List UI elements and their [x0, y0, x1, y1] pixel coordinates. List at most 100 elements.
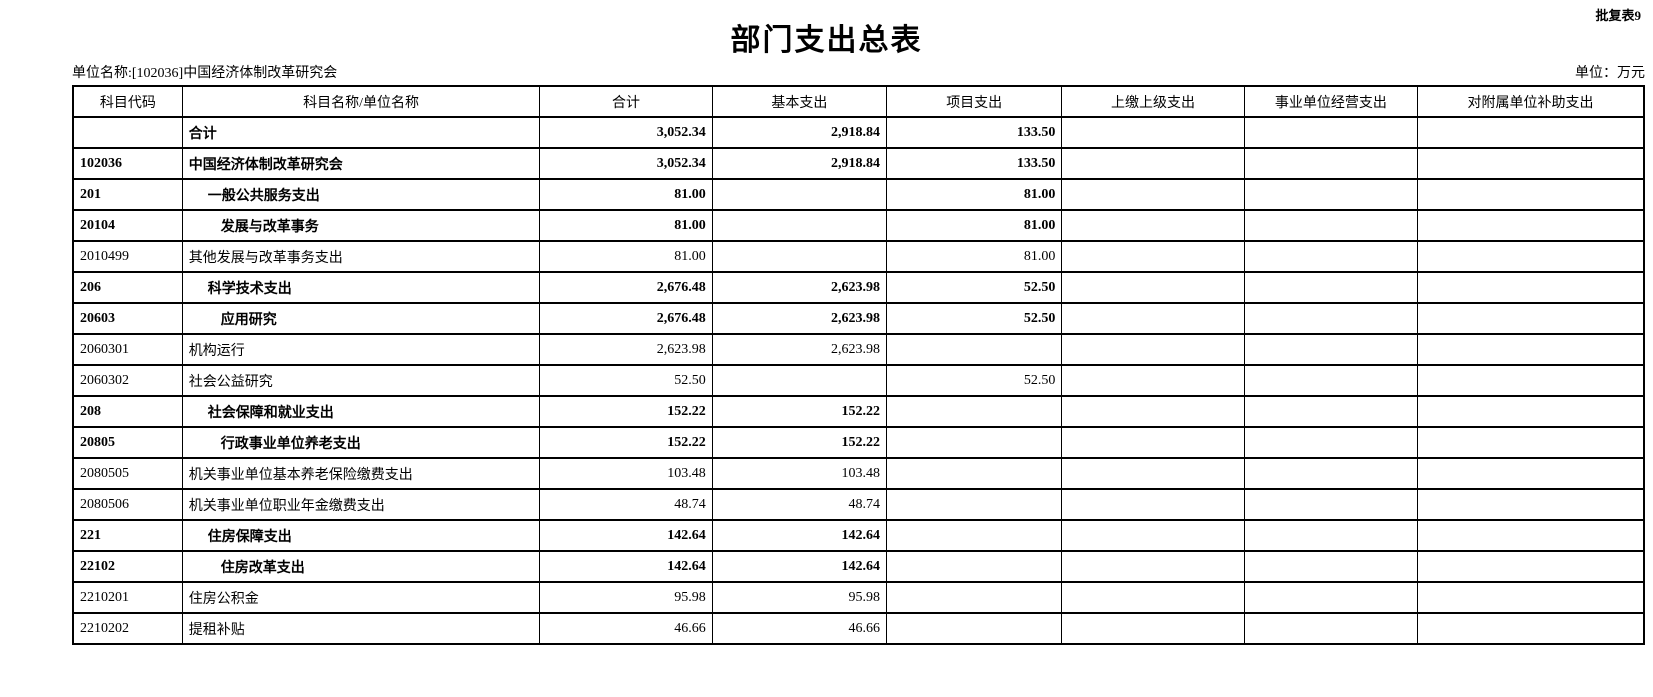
- total-cell: 2,676.48: [539, 271, 713, 304]
- project-expenditure-cell: [886, 333, 1063, 366]
- subject-code-cell: 2060301: [72, 333, 183, 366]
- table-row: 20104 发展与改革事务 81.00 81.00: [72, 209, 1645, 242]
- form-number-label: 批复表9: [1595, 8, 1641, 23]
- total-cell: 152.22: [539, 426, 713, 459]
- upper-level-expenditure-cell: [1061, 581, 1245, 614]
- table-row: 合计 3,052.34 2,918.84 133.50: [72, 116, 1645, 149]
- project-expenditure-cell: 133.50: [886, 116, 1063, 149]
- column-header-project-expenditure: 项目支出: [886, 85, 1063, 118]
- upper-level-expenditure-cell: [1061, 116, 1245, 149]
- subject-name-cell: 发展与改革事务: [181, 209, 541, 242]
- subsidy-expenditure-cell: [1417, 364, 1645, 397]
- operating-expenditure-cell: [1243, 519, 1419, 552]
- table-row: 22102 住房改革支出 142.64 142.64: [72, 550, 1645, 583]
- upper-level-expenditure-cell: [1061, 147, 1245, 180]
- basic-expenditure-cell: 2,623.98: [711, 271, 888, 304]
- subsidy-expenditure-cell: [1417, 612, 1645, 645]
- upper-level-expenditure-cell: [1061, 395, 1245, 428]
- upper-level-expenditure-cell: [1061, 240, 1245, 273]
- project-expenditure-cell: 52.50: [886, 364, 1063, 397]
- subject-code-cell: 2210202: [72, 612, 183, 645]
- upper-level-expenditure-cell: [1061, 271, 1245, 304]
- column-header-subject-code: 科目代码: [72, 85, 183, 118]
- table-row: 2210202 提租补贴 46.66 46.66: [72, 612, 1645, 645]
- project-expenditure-cell: [886, 395, 1063, 428]
- total-cell: 142.64: [539, 550, 713, 583]
- basic-expenditure-cell: [711, 240, 888, 273]
- table-row: 201 一般公共服务支出 81.00 81.00: [72, 178, 1645, 211]
- operating-expenditure-cell: [1243, 116, 1419, 149]
- basic-expenditure-cell: 103.48: [711, 457, 888, 490]
- upper-level-expenditure-cell: [1061, 178, 1245, 211]
- subject-name-cell: 社会保障和就业支出: [181, 395, 541, 428]
- subject-code-cell: [72, 116, 183, 149]
- subsidy-expenditure-cell: [1417, 271, 1645, 304]
- operating-expenditure-cell: [1243, 364, 1419, 397]
- total-cell: 3,052.34: [539, 147, 713, 180]
- basic-expenditure-cell: 2,918.84: [711, 147, 888, 180]
- operating-expenditure-cell: [1243, 333, 1419, 366]
- upper-level-expenditure-cell: [1061, 333, 1245, 366]
- total-cell: 81.00: [539, 240, 713, 273]
- subject-name-cell: 机构运行: [181, 333, 541, 366]
- subsidy-expenditure-cell: [1417, 240, 1645, 273]
- basic-expenditure-cell: [711, 178, 888, 211]
- subject-name-cell: 应用研究: [181, 302, 541, 335]
- table-row: 208 社会保障和就业支出 152.22 152.22: [72, 395, 1645, 428]
- upper-level-expenditure-cell: [1061, 426, 1245, 459]
- subsidy-expenditure-cell: [1417, 519, 1645, 552]
- basic-expenditure-cell: 142.64: [711, 519, 888, 552]
- upper-level-expenditure-cell: [1061, 488, 1245, 521]
- basic-expenditure-cell: 142.64: [711, 550, 888, 583]
- table-row: 2080506 机关事业单位职业年金缴费支出 48.74 48.74: [72, 488, 1645, 521]
- operating-expenditure-cell: [1243, 550, 1419, 583]
- subject-code-cell: 2080505: [72, 457, 183, 490]
- upper-level-expenditure-cell: [1061, 457, 1245, 490]
- basic-expenditure-cell: 2,918.84: [711, 116, 888, 149]
- project-expenditure-cell: 52.50: [886, 271, 1063, 304]
- subject-code-cell: 206: [72, 271, 183, 304]
- project-expenditure-cell: [886, 612, 1063, 645]
- subject-name-cell: 科学技术支出: [181, 271, 541, 304]
- table-row: 102036 中国经济体制改革研究会 3,052.34 2,918.84 133.50: [72, 147, 1645, 180]
- subsidy-expenditure-cell: [1417, 209, 1645, 242]
- total-cell: 48.74: [539, 488, 713, 521]
- basic-expenditure-cell: 95.98: [711, 581, 888, 614]
- subject-code-cell: 208: [72, 395, 183, 428]
- total-cell: 81.00: [539, 209, 713, 242]
- basic-expenditure-cell: 2,623.98: [711, 333, 888, 366]
- project-expenditure-cell: 133.50: [886, 147, 1063, 180]
- operating-expenditure-cell: [1243, 178, 1419, 211]
- upper-level-expenditure-cell: [1061, 612, 1245, 645]
- project-expenditure-cell: [886, 457, 1063, 490]
- operating-expenditure-cell: [1243, 488, 1419, 521]
- unit-name-label: 单位名称:[102036]中国经济体制改革研究会: [72, 66, 338, 81]
- subsidy-expenditure-cell: [1417, 550, 1645, 583]
- project-expenditure-cell: [886, 550, 1063, 583]
- subject-name-cell: 住房保障支出: [181, 519, 541, 552]
- operating-expenditure-cell: [1243, 612, 1419, 645]
- basic-expenditure-cell: 2,623.98: [711, 302, 888, 335]
- project-expenditure-cell: [886, 581, 1063, 614]
- operating-expenditure-cell: [1243, 426, 1419, 459]
- subject-code-cell: 221: [72, 519, 183, 552]
- project-expenditure-cell: 81.00: [886, 209, 1063, 242]
- subject-code-cell: 2060302: [72, 364, 183, 397]
- subject-name-cell: 机关事业单位基本养老保险缴费支出: [181, 457, 541, 490]
- expenditure-table: 科目代码 科目名称/单位名称 合计 基本支出 项目支出 上缴上级支出 事业单位经…: [72, 85, 1645, 645]
- total-cell: 52.50: [539, 364, 713, 397]
- subsidy-expenditure-cell: [1417, 488, 1645, 521]
- column-header-total: 合计: [539, 85, 713, 118]
- table-row: 2210201 住房公积金 95.98 95.98: [72, 581, 1645, 614]
- upper-level-expenditure-cell: [1061, 209, 1245, 242]
- column-header-upper-level-expenditure: 上缴上级支出: [1061, 85, 1245, 118]
- subsidy-expenditure-cell: [1417, 147, 1645, 180]
- subject-code-cell: 20603: [72, 302, 183, 335]
- project-expenditure-cell: [886, 488, 1063, 521]
- total-cell: 3,052.34: [539, 116, 713, 149]
- subsidy-expenditure-cell: [1417, 333, 1645, 366]
- table-row: 206 科学技术支出 2,676.48 2,623.98 52.50: [72, 271, 1645, 304]
- basic-expenditure-cell: 152.22: [711, 426, 888, 459]
- meta-row: 单位名称:[102036]中国经济体制改革研究会 单位：万元: [72, 62, 1645, 82]
